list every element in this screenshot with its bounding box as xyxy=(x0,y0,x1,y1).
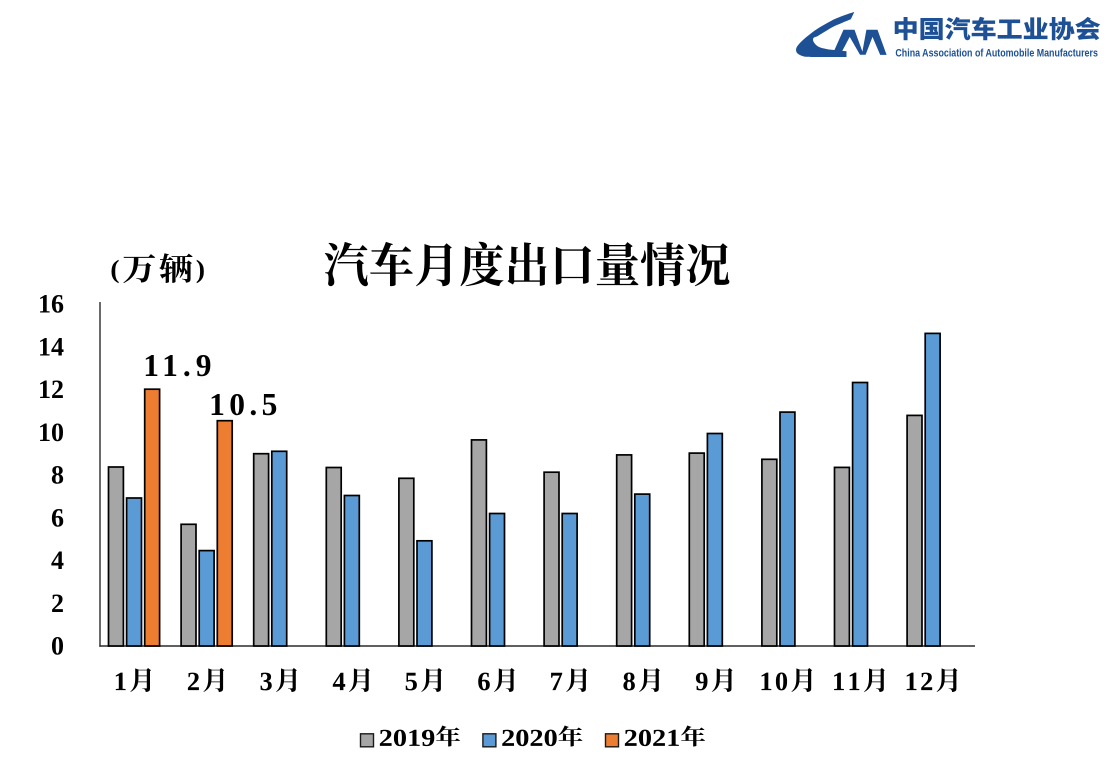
svg-text:0: 0 xyxy=(51,632,64,661)
svg-text:8: 8 xyxy=(51,461,64,490)
svg-text:2: 2 xyxy=(51,589,64,618)
svg-text:10: 10 xyxy=(38,418,64,447)
svg-text:China Association of Automobil: China Association of Automobile Manufact… xyxy=(895,48,1098,60)
svg-text:12: 12 xyxy=(38,375,64,404)
svg-text:10.5: 10.5 xyxy=(209,387,277,422)
svg-text:14: 14 xyxy=(38,332,64,361)
svg-text:4: 4 xyxy=(51,546,64,575)
svg-text:16: 16 xyxy=(38,290,64,319)
svg-text:11.9: 11.9 xyxy=(143,348,211,383)
svg-text:6: 6 xyxy=(51,503,64,532)
